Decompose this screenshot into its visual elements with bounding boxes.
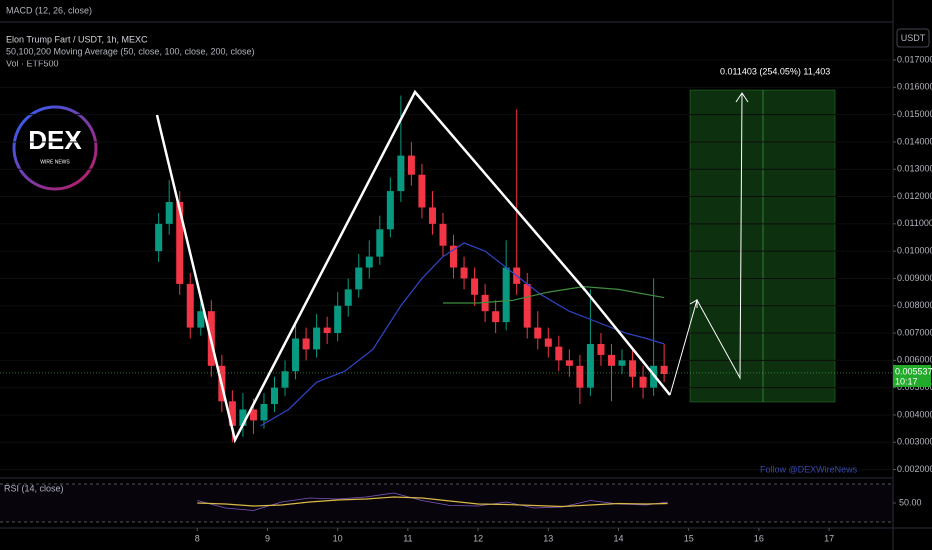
y-tick-label: 0.006000 [897,355,932,365]
y-tick-label: 0.012000 [897,191,932,201]
rsi-ma-line [197,496,668,508]
candle-body [565,360,573,366]
candle-body [302,338,310,350]
candle-body [292,338,300,372]
moving-average [442,286,665,304]
candle-body [418,174,426,208]
long-position-box[interactable] [689,89,836,403]
y-tick-label: 0.017000 [897,54,932,64]
x-tick-label: 9 [265,533,270,543]
candle-body [492,311,500,323]
y-tick-label: 0.007000 [897,327,932,337]
logo-ring [12,105,98,191]
currency-label[interactable]: USDT [901,33,926,43]
candle-body [607,354,615,366]
y-tick-label: 0.008000 [897,300,932,310]
logo-subtext: WIRE NEWS [40,159,70,165]
indicator-label: 50,100,200 Moving Average (50, close, 10… [6,46,255,56]
candle-body [228,401,236,426]
logo-text: DEX [28,125,82,155]
x-tick-label: 10 [333,533,343,543]
candle-body [450,245,458,268]
candle-body [176,202,184,284]
chart-title: Elon Trump Fart / USDT, 1h, MEXC [6,34,148,44]
arrow-head [735,92,749,103]
rsi-title: RSI (14, close) [4,483,64,493]
candle-body [186,283,194,328]
candle-body [376,229,384,257]
watermark: Follow @DEXWireNews [760,464,858,474]
position-label: 0.011403 (254.05%) 11,403 [720,66,830,76]
candle-body [597,343,605,355]
x-tick-label: 17 [824,533,834,543]
candle-body [197,311,205,328]
candle-body [260,404,268,421]
candle-body [586,343,594,388]
y-tick-label: 0.005000 [897,382,932,392]
candle-body [397,155,405,192]
candle-body [460,267,468,279]
candle-body [270,387,279,405]
arrow-head [689,299,698,308]
x-tick-label: 12 [473,533,483,543]
price-tag [893,364,931,387]
x-tick-label: 14 [613,533,623,543]
candle-body [155,223,163,252]
candle-body [428,207,436,224]
x-tick-label: 13 [543,533,553,543]
macd-label: MACD (12, 26, close) [6,5,92,15]
candle-body [334,305,342,334]
x-tick-label: 11 [403,533,412,543]
candle-body [323,327,331,334]
candle-body [407,155,415,175]
moving-average [260,242,665,427]
y-tick-label: 0.013000 [897,164,932,174]
rsi-band-fill [0,484,893,522]
candle-body [355,267,363,290]
candle-body [471,278,479,295]
candle-body [544,338,552,347]
currency-button[interactable] [896,28,930,48]
candle-body [502,267,510,323]
price-tag-label: 0.005537 [895,366,932,376]
x-tick-label: 8 [195,533,200,543]
y-tick-label: 0.003000 [897,437,932,447]
indicator-label: Vol · ETF500 [6,58,59,68]
candle-body [639,376,647,388]
rsi-line [197,492,668,511]
candle-body [239,409,247,426]
candle-body [618,360,626,366]
candle-body [629,360,637,377]
plot-area [0,59,893,511]
projection-arrow [669,92,743,396]
candle-body [165,202,173,224]
y-tick-label: 0.014000 [897,136,932,146]
y-tick-label: 0.011000 [897,218,932,228]
candle-body [576,365,584,388]
candle-body [386,191,394,230]
candle-body [439,223,447,246]
y-tick-label: 0.015000 [897,109,932,119]
candle-body [555,346,563,361]
rsi-tick-label: 50.00 [899,497,922,507]
countdown: 10:17 [895,376,918,386]
candle-body [249,409,257,421]
y-tick-label: 0.002000 [897,464,932,474]
candle-body [660,365,668,374]
candle-body [344,289,352,306]
candle-body [523,283,531,328]
candle-body [313,327,321,350]
y-tick-label: 0.009000 [897,273,932,283]
candle-body [281,371,289,388]
y-tick-label: 0.010000 [897,246,932,256]
x-tick-label: 16 [754,533,764,543]
candle-body [534,327,542,339]
pattern-drawing [155,89,671,444]
x-tick-label: 15 [684,533,694,543]
y-tick-label: 0.004000 [897,409,932,419]
y-tick-label: 0.016000 [897,82,932,92]
candle-body [365,256,373,268]
